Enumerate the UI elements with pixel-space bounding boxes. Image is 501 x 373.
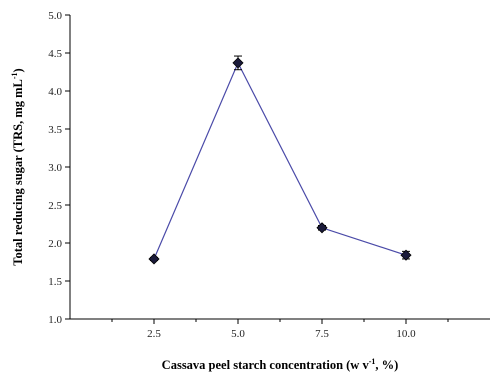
y-tick-label: 2.0	[48, 238, 62, 250]
y-tick-label: 1.5	[48, 276, 62, 288]
data-point	[148, 253, 160, 265]
ticks: 1.0 1.5 2.0 2.5 3.0 3.5 4.0 4.5 5.0 2.5 5.0 7.5 10.0	[48, 10, 449, 340]
y-tick-label: 1.0	[48, 314, 62, 326]
data-point	[232, 57, 244, 69]
x-axis-title-main: Cassava peel starch concentration (w v	[162, 358, 370, 372]
y-axis-title-tail: )	[11, 68, 25, 72]
x-tick-label: 2.5	[147, 328, 161, 340]
x-tick-label: 7.5	[315, 328, 329, 340]
y-axis-title-main: Total reducing sugar (TRS, mg mL	[11, 79, 25, 266]
x-tick-label: 10.0	[396, 328, 416, 340]
axes	[69, 15, 490, 320]
y-tick-label: 3.0	[48, 162, 62, 174]
y-tick-label: 5.0	[48, 10, 62, 22]
data-point	[400, 249, 412, 261]
data-point	[316, 222, 328, 234]
series-line	[153, 61, 407, 260]
x-axis-title-tail: , %)	[375, 358, 398, 372]
y-tick-label: 4.5	[48, 48, 62, 60]
y-axis-title-superscript: -1	[10, 72, 19, 79]
x-axis-title: Cassava peel starch concentration (w v-1…	[162, 357, 399, 372]
y-tick-label: 4.0	[48, 86, 62, 98]
x-tick-label: 5.0	[231, 328, 245, 340]
series-layer	[148, 55, 412, 265]
y-tick-label: 2.5	[48, 200, 62, 212]
y-axis-title: Total reducing sugar (TRS, mg mL-1)	[10, 68, 25, 265]
y-tick-label: 3.5	[48, 124, 62, 136]
x-axis-title-superscript: -1	[369, 357, 376, 366]
